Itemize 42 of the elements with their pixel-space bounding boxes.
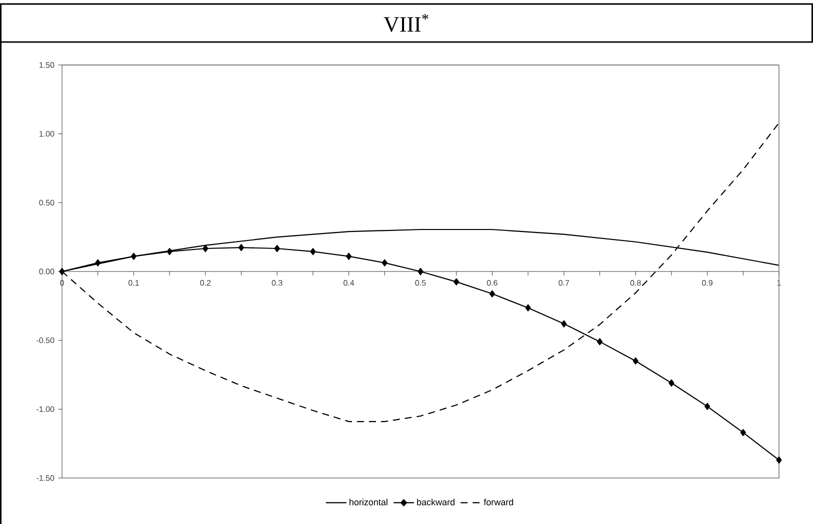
point xyxy=(489,290,496,298)
legend-label: forward xyxy=(484,498,514,506)
point xyxy=(274,244,280,252)
y-tick-label: -0.50 xyxy=(36,337,54,344)
point xyxy=(454,278,460,286)
point xyxy=(632,357,638,365)
point xyxy=(525,304,531,312)
point xyxy=(166,248,172,256)
point xyxy=(596,338,603,346)
point xyxy=(740,429,746,436)
point xyxy=(59,268,65,276)
point xyxy=(310,248,316,256)
y-tick-label: 1.50 xyxy=(40,62,54,68)
point xyxy=(668,379,674,387)
y-tick-label: 0.50 xyxy=(39,200,54,206)
point xyxy=(561,320,567,328)
y-tick-label: 1.00 xyxy=(40,130,54,137)
point xyxy=(202,244,208,252)
x-tick-label: 0.6 xyxy=(486,280,498,286)
x-tick-label: 0 xyxy=(60,280,64,286)
point xyxy=(346,252,352,260)
chart-title: VIII$^{*}$ xyxy=(384,14,428,32)
x-tick-label: 0.7 xyxy=(558,280,570,286)
legend-label: horizontal xyxy=(350,498,388,506)
point xyxy=(704,402,710,410)
point xyxy=(382,259,388,266)
point xyxy=(95,259,101,266)
point xyxy=(238,244,244,252)
legend-label: backward xyxy=(417,498,454,506)
y-tick-label: 0.00 xyxy=(39,268,54,274)
y-tick-label: -1.50 xyxy=(36,475,54,481)
x-tick-label: 0.3 xyxy=(272,280,282,286)
x-tick-label: 0.8 xyxy=(630,280,641,286)
x-tick-label: 0.2 xyxy=(200,280,211,286)
y-tick-label: -1.00 xyxy=(36,406,54,412)
point xyxy=(418,268,424,276)
point xyxy=(130,252,137,260)
point xyxy=(776,456,782,464)
x-tick-label: 0.5 xyxy=(415,280,426,286)
x-tick-label: 0.4 xyxy=(344,280,354,286)
x-tick-label: 0.1 xyxy=(128,280,139,286)
x-tick-label: 0.9 xyxy=(702,280,712,286)
